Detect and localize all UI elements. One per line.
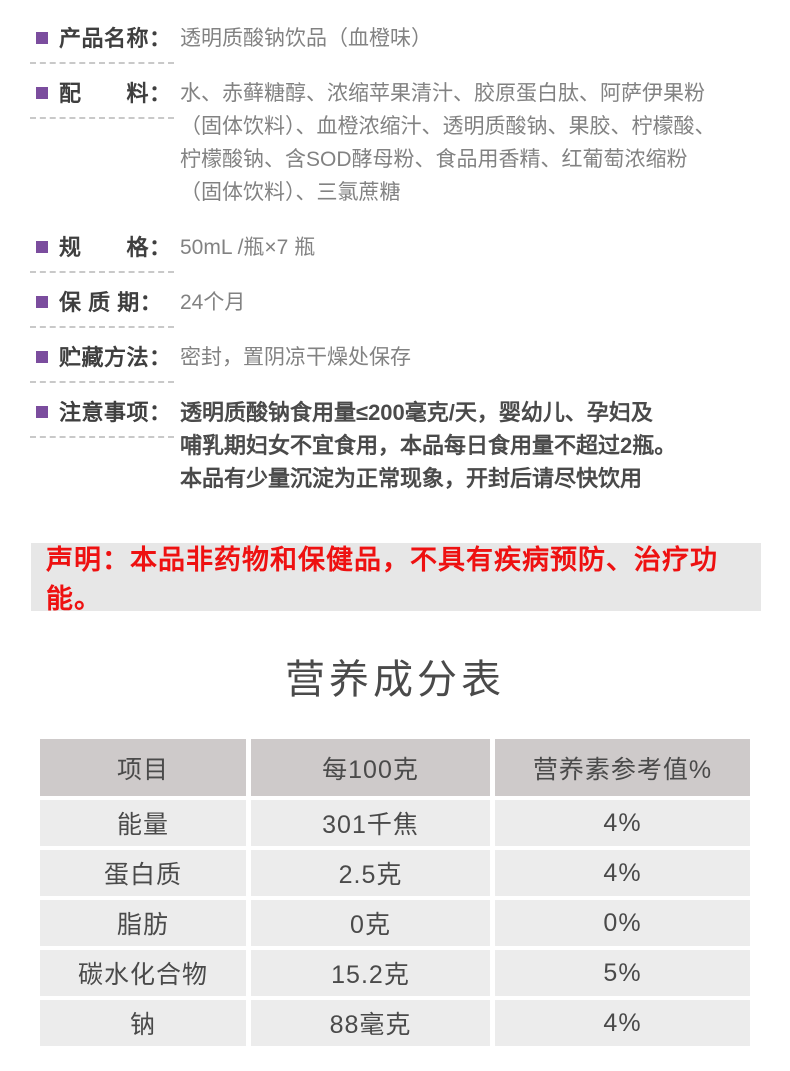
nutrition-cell-sodium-name: 钠 xyxy=(40,1000,246,1046)
specification-value: 50mL /瓶×7 瓶 xyxy=(180,231,762,264)
nutrition-table: 项目 每100克 营养素参考值% 能量 301千焦 4% 蛋白质 2.5克 4%… xyxy=(40,739,750,1046)
nutrition-cell-protein-name: 蛋白质 xyxy=(40,850,246,896)
bullet-square-icon xyxy=(36,296,48,308)
dashed-underline xyxy=(30,271,174,273)
label-wrap: 规 格： xyxy=(30,231,180,273)
nutrition-header-item: 项目 xyxy=(40,739,246,796)
value-line: 透明质酸钠饮品（血橙味） xyxy=(180,27,432,50)
info-row-ingredients: 配 料： 水、赤藓糖醇、浓缩苹果清汁、胶原蛋白肽、阿萨伊果粉 （固体饮料）、血橙… xyxy=(30,77,762,209)
bullet-square-icon xyxy=(36,351,48,363)
value-line: 密封，置阴凉干燥处保存 xyxy=(180,346,411,369)
dashed-underline xyxy=(30,436,174,438)
bullet-square-icon xyxy=(36,406,48,418)
value-line: 水、赤藓糖醇、浓缩苹果清汁、胶原蛋白肽、阿萨伊果粉 xyxy=(180,82,705,105)
product-name-label: 产品名称： xyxy=(59,26,172,51)
storage-value: 密封，置阴凉干燥处保存 xyxy=(180,341,762,374)
nutrition-header-per100g: 每100克 xyxy=(251,739,490,796)
info-row-specification: 规 格： 50mL /瓶×7 瓶 xyxy=(30,231,762,273)
label-wrap: 产品名称： xyxy=(30,22,180,64)
value-line: 哺乳期妇女不宜食用，本品每日食用量不超过2瓶。 xyxy=(180,433,677,458)
nutrition-cell-energy-amount: 301千焦 xyxy=(251,800,490,846)
info-row-storage: 贮藏方法： 密封，置阴凉干燥处保存 xyxy=(30,341,762,383)
dashed-underline xyxy=(30,381,174,383)
dashed-underline xyxy=(30,326,174,328)
label-wrap: 贮藏方法： xyxy=(30,341,180,383)
value-line: 24个月 xyxy=(180,291,246,314)
nutrition-cell-energy-nrv: 4% xyxy=(495,800,750,846)
nutrition-cell-carb-name: 碳水化合物 xyxy=(40,950,246,996)
value-line: 柠檬酸钠、含SOD酵母粉、食品用香精、红葡萄浓缩粉 xyxy=(180,148,688,171)
nutrition-cell-protein-nrv: 4% xyxy=(495,850,750,896)
value-line: 50mL /瓶×7 瓶 xyxy=(180,236,316,259)
bullet-square-icon xyxy=(36,32,48,44)
product-name-value: 透明质酸钠饮品（血橙味） xyxy=(180,22,762,55)
value-line: （固体饮料）、三氯蔗糖 xyxy=(180,181,401,204)
nutrition-cell-fat-nrv: 0% xyxy=(495,900,750,946)
nutrition-header-nrv: 营养素参考值% xyxy=(495,739,750,796)
nutrition-cell-carb-nrv: 5% xyxy=(495,950,750,996)
info-row-shelf-life: 保 质 期： 24个月 xyxy=(30,286,762,328)
specification-label: 规 格： xyxy=(59,235,172,260)
precautions-value: 透明质酸钠食用量≤200毫克/天，婴幼儿、孕妇及 哺乳期妇女不宜食用，本品每日食… xyxy=(180,396,762,495)
bullet-square-icon xyxy=(36,87,48,99)
info-row-product-name: 产品名称： 透明质酸钠饮品（血橙味） xyxy=(30,22,762,64)
disclaimer-banner: 声明：本品非药物和保健品，不具有疾病预防、治疗功能。 xyxy=(31,543,761,614)
precautions-label: 注意事项： xyxy=(59,400,172,425)
dashed-underline xyxy=(30,117,174,119)
label-wrap: 注意事项： xyxy=(30,396,180,438)
nutrition-cell-sodium-amount: 88毫克 xyxy=(251,1000,490,1046)
disclaimer-text: 声明：本品非药物和保健品，不具有疾病预防、治疗功能。 xyxy=(46,545,718,614)
nutrition-cell-fat-name: 脂肪 xyxy=(40,900,246,946)
ingredients-label: 配 料： xyxy=(59,81,172,106)
label-wrap: 配 料： xyxy=(30,77,180,119)
bullet-square-icon xyxy=(36,241,48,253)
nutrition-cell-carb-amount: 15.2克 xyxy=(251,950,490,996)
label-wrap: 保 质 期： xyxy=(30,286,180,328)
value-line: 透明质酸钠食用量≤200毫克/天，婴幼儿、孕妇及 xyxy=(180,400,653,425)
value-line: 本品有少量沉淀为正常现象，开封后请尽快饮用 xyxy=(180,466,643,491)
nutrition-cell-sodium-nrv: 4% xyxy=(495,1000,750,1046)
product-info-section: 产品名称： 透明质酸钠饮品（血橙味） 配 料： 水、赤藓糖醇、浓缩苹果清汁、胶原… xyxy=(0,0,790,495)
value-line: （固体饮料）、血橙浓缩汁、透明质酸钠、果胶、柠檬酸、 xyxy=(180,115,716,138)
ingredients-value: 水、赤藓糖醇、浓缩苹果清汁、胶原蛋白肽、阿萨伊果粉 （固体饮料）、血橙浓缩汁、透… xyxy=(180,77,762,209)
nutrition-table-title: 营养成分表 xyxy=(285,658,505,702)
dashed-underline xyxy=(30,62,174,64)
nutrition-cell-protein-amount: 2.5克 xyxy=(251,850,490,896)
nutrition-cell-energy-name: 能量 xyxy=(40,800,246,846)
shelf-life-value: 24个月 xyxy=(180,286,762,319)
nutrition-cell-fat-amount: 0克 xyxy=(251,900,490,946)
storage-label: 贮藏方法： xyxy=(59,345,172,370)
info-row-precautions: 注意事项： 透明质酸钠食用量≤200毫克/天，婴幼儿、孕妇及 哺乳期妇女不宜食用… xyxy=(30,396,762,495)
shelf-life-label: 保 质 期： xyxy=(59,290,163,315)
